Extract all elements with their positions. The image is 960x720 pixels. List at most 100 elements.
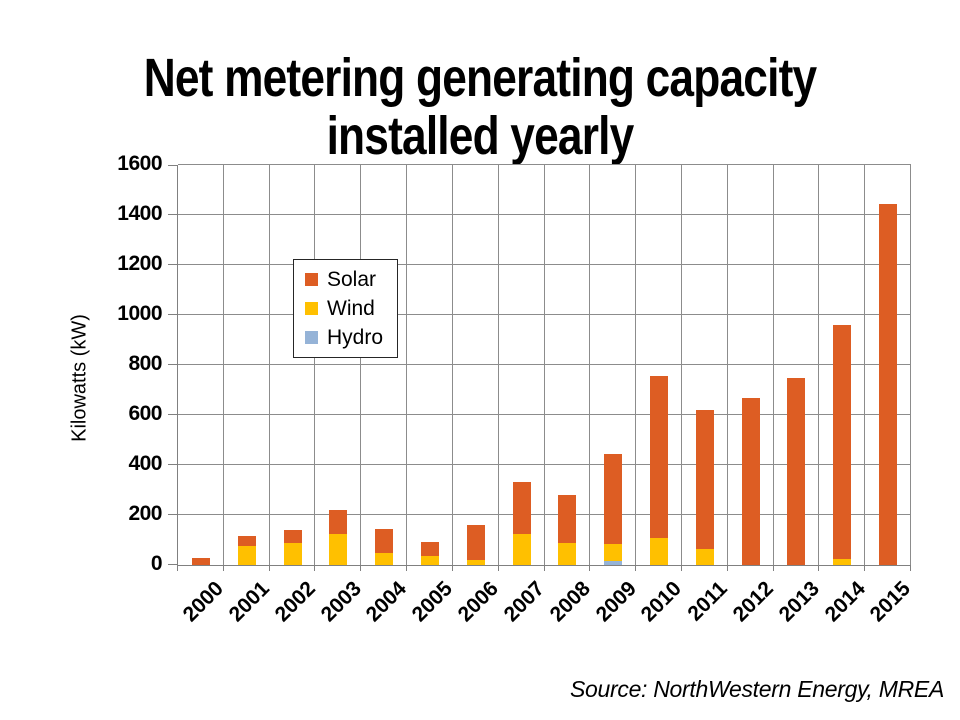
bar-segment-wind xyxy=(512,533,531,565)
bar-stack xyxy=(420,542,439,565)
x-axis-tick xyxy=(910,565,911,571)
y-axis-tick xyxy=(168,165,177,166)
x-axis-label: 2006 xyxy=(453,577,504,627)
y-axis-tick-label: 400 xyxy=(128,452,162,475)
bar-segment-wind xyxy=(329,533,348,565)
y-axis-tick-label: 1400 xyxy=(117,202,162,225)
bar-stack xyxy=(787,377,806,565)
bar-segment-wind xyxy=(466,560,485,565)
y-axis-tick xyxy=(168,214,177,215)
gridline-vertical xyxy=(727,165,728,565)
x-axis-label: 2010 xyxy=(636,577,687,627)
bar-segment-wind xyxy=(604,543,623,562)
y-axis-tick-label: 1600 xyxy=(117,152,162,175)
x-axis-tick xyxy=(864,565,865,571)
y-axis-tick-label: 800 xyxy=(128,352,162,375)
bar-segment-wind xyxy=(833,558,852,565)
bar-segment-solar xyxy=(283,530,302,543)
x-axis-label: 2012 xyxy=(728,577,778,627)
gridline-vertical xyxy=(589,165,590,565)
x-axis-tick xyxy=(314,565,315,571)
bar-stack xyxy=(329,509,348,565)
bar-stack xyxy=(558,495,577,565)
y-axis-tick-label: 1200 xyxy=(117,252,162,275)
bar-stack xyxy=(191,557,210,565)
bar-segment-wind xyxy=(375,552,394,565)
gridline-vertical xyxy=(406,165,407,565)
y-axis-tick xyxy=(168,464,177,465)
y-axis-tick-label: 200 xyxy=(128,502,162,525)
bar-segment-hydro xyxy=(604,561,623,565)
bar-stack xyxy=(604,453,623,565)
legend-label-hydro: Hydro xyxy=(327,326,384,349)
bar-segment-wind xyxy=(237,546,256,565)
x-axis-label: 2008 xyxy=(545,577,595,627)
x-axis-label: 2014 xyxy=(820,577,870,627)
legend-swatch-hydro xyxy=(305,331,318,344)
gridline-vertical xyxy=(544,165,545,565)
y-axis-tick xyxy=(168,414,177,415)
chart-title-line-1: Net metering generating capacity xyxy=(143,48,817,109)
x-axis-label: 2013 xyxy=(774,577,824,627)
bar-stack xyxy=(833,324,852,565)
x-axis-label: 2005 xyxy=(407,577,458,627)
legend: Solar Wind Hydro xyxy=(293,259,399,358)
bar-segment-solar xyxy=(329,509,348,534)
x-axis-label: 2002 xyxy=(270,577,320,627)
legend-label-wind: Wind xyxy=(327,297,375,320)
bar-segment-solar xyxy=(741,397,760,565)
bar-stack xyxy=(879,203,898,565)
legend-item: Solar xyxy=(305,269,383,290)
bar-segment-wind xyxy=(558,542,577,565)
bar-segment-solar xyxy=(833,324,852,559)
gridline-horizontal xyxy=(178,164,911,165)
bar-stack xyxy=(512,482,531,565)
bar-segment-wind xyxy=(695,548,714,565)
legend-item: Hydro xyxy=(305,327,383,348)
legend-swatch-wind xyxy=(305,302,318,315)
bar-segment-solar xyxy=(604,453,623,544)
x-axis-tick xyxy=(681,565,682,571)
bar-segment-solar xyxy=(237,536,256,547)
x-axis-label: 2011 xyxy=(683,577,733,626)
legend-label-solar: Solar xyxy=(327,268,377,291)
gridline-vertical xyxy=(818,165,819,565)
x-axis-tick xyxy=(589,565,590,571)
gridline-vertical xyxy=(452,165,453,565)
bar-segment-solar xyxy=(375,528,394,553)
x-axis-tick xyxy=(406,565,407,571)
gridline-vertical xyxy=(269,165,270,565)
x-axis-tick xyxy=(498,565,499,571)
bar-stack xyxy=(466,525,485,565)
gridline-vertical xyxy=(360,165,361,565)
source-note: Source: NorthWestern Energy, MREA xyxy=(569,676,944,702)
y-axis-tick-label: 0 xyxy=(150,552,163,575)
bar-segment-solar xyxy=(191,557,210,565)
x-axis-label: 2007 xyxy=(499,577,549,627)
bar-segment-wind xyxy=(650,537,669,565)
x-axis-tick xyxy=(177,565,178,571)
gridline-vertical xyxy=(314,165,315,565)
y-axis-tick-label: 600 xyxy=(128,402,162,425)
bar-segment-solar xyxy=(787,377,806,565)
y-axis-tick xyxy=(168,564,177,565)
y-axis-tick xyxy=(168,314,177,315)
bar-segment-wind xyxy=(420,556,439,565)
x-axis-label: 2000 xyxy=(178,577,229,627)
gridline-vertical xyxy=(864,165,865,565)
bar-segment-solar xyxy=(420,542,439,557)
bar-segment-solar xyxy=(466,525,485,560)
bar-segment-solar xyxy=(558,495,577,543)
legend-item: Wind xyxy=(305,298,383,319)
x-axis-tick xyxy=(818,565,819,571)
x-axis-tick xyxy=(727,565,728,571)
bar-stack xyxy=(695,409,714,565)
gridline-vertical xyxy=(910,165,911,565)
gridline-vertical xyxy=(681,165,682,565)
x-axis-tick xyxy=(773,565,774,571)
bar-segment-solar xyxy=(512,482,531,534)
bar-stack xyxy=(650,376,669,565)
x-axis-label: 2003 xyxy=(316,577,366,627)
